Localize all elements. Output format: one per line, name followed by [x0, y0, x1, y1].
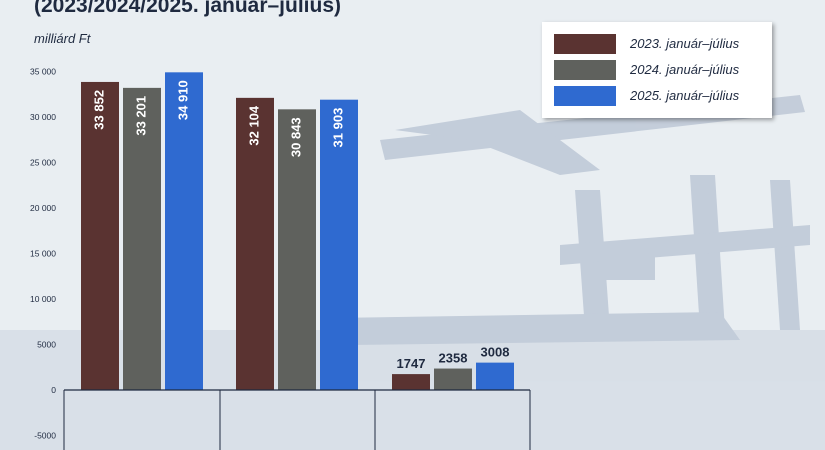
y-tick-label: 10 000 [30, 294, 56, 304]
legend: 2023. január–július 2024. január–július … [542, 22, 772, 118]
bar-value-label: 31 903 [330, 108, 345, 148]
y-tick-label: 30 000 [30, 112, 56, 122]
legend-item-2025: 2025. január–július [554, 86, 769, 106]
bar [236, 97, 274, 390]
y-tick-label: 35 000 [30, 67, 56, 77]
bar-value-label: 30 843 [288, 117, 303, 157]
bar [434, 368, 472, 390]
bar-value-label: 34 910 [175, 80, 190, 120]
bar-value-label: 3008 [481, 345, 510, 360]
legend-swatch-2024 [554, 60, 616, 80]
bar [278, 109, 316, 390]
y-tick-label: 15 000 [30, 249, 56, 259]
y-tick-label: 25 000 [30, 158, 56, 168]
chart-title: (2023/2024/2025. január–július) [34, 0, 342, 17]
bar [476, 362, 514, 390]
y-tick-label: 5000 [37, 340, 56, 350]
bar-value-label: 33 201 [133, 96, 148, 136]
legend-swatch-2023 [554, 34, 616, 54]
y-tick-label: 20 000 [30, 203, 56, 213]
bar [165, 72, 203, 390]
legend-label-2025: 2025. január–július [630, 88, 740, 103]
y-tick-label: 0 [51, 385, 56, 395]
y-axis: -5000 0 5000 10 000 15 000 20 000 25 000 30 000… [30, 67, 56, 441]
legend-item-2024: 2024. január–július [554, 60, 769, 80]
bar-value-label: 33 852 [91, 90, 106, 130]
legend-label-2023: 2023. január–július [630, 36, 740, 51]
y-axis-unit: milliárd Ft [34, 31, 91, 46]
bar-labels: 33 852 32 104 1747 33 201 30 843 2358 34 910 31… [91, 80, 509, 371]
bar [81, 81, 119, 390]
legend-item-2023: 2023. január–július [554, 34, 769, 54]
bar [392, 374, 430, 390]
legend-label-2024: 2024. január–július [630, 62, 740, 77]
bar [320, 99, 358, 390]
x-axis [63, 390, 531, 450]
bar-value-label: 2358 [439, 351, 468, 366]
legend-swatch-2025 [554, 86, 616, 106]
bar-value-label: 32 104 [246, 105, 261, 146]
bars [81, 72, 514, 390]
y-tick-label: -5000 [34, 431, 56, 441]
bar [123, 87, 161, 390]
bar-value-label: 1747 [397, 356, 426, 371]
